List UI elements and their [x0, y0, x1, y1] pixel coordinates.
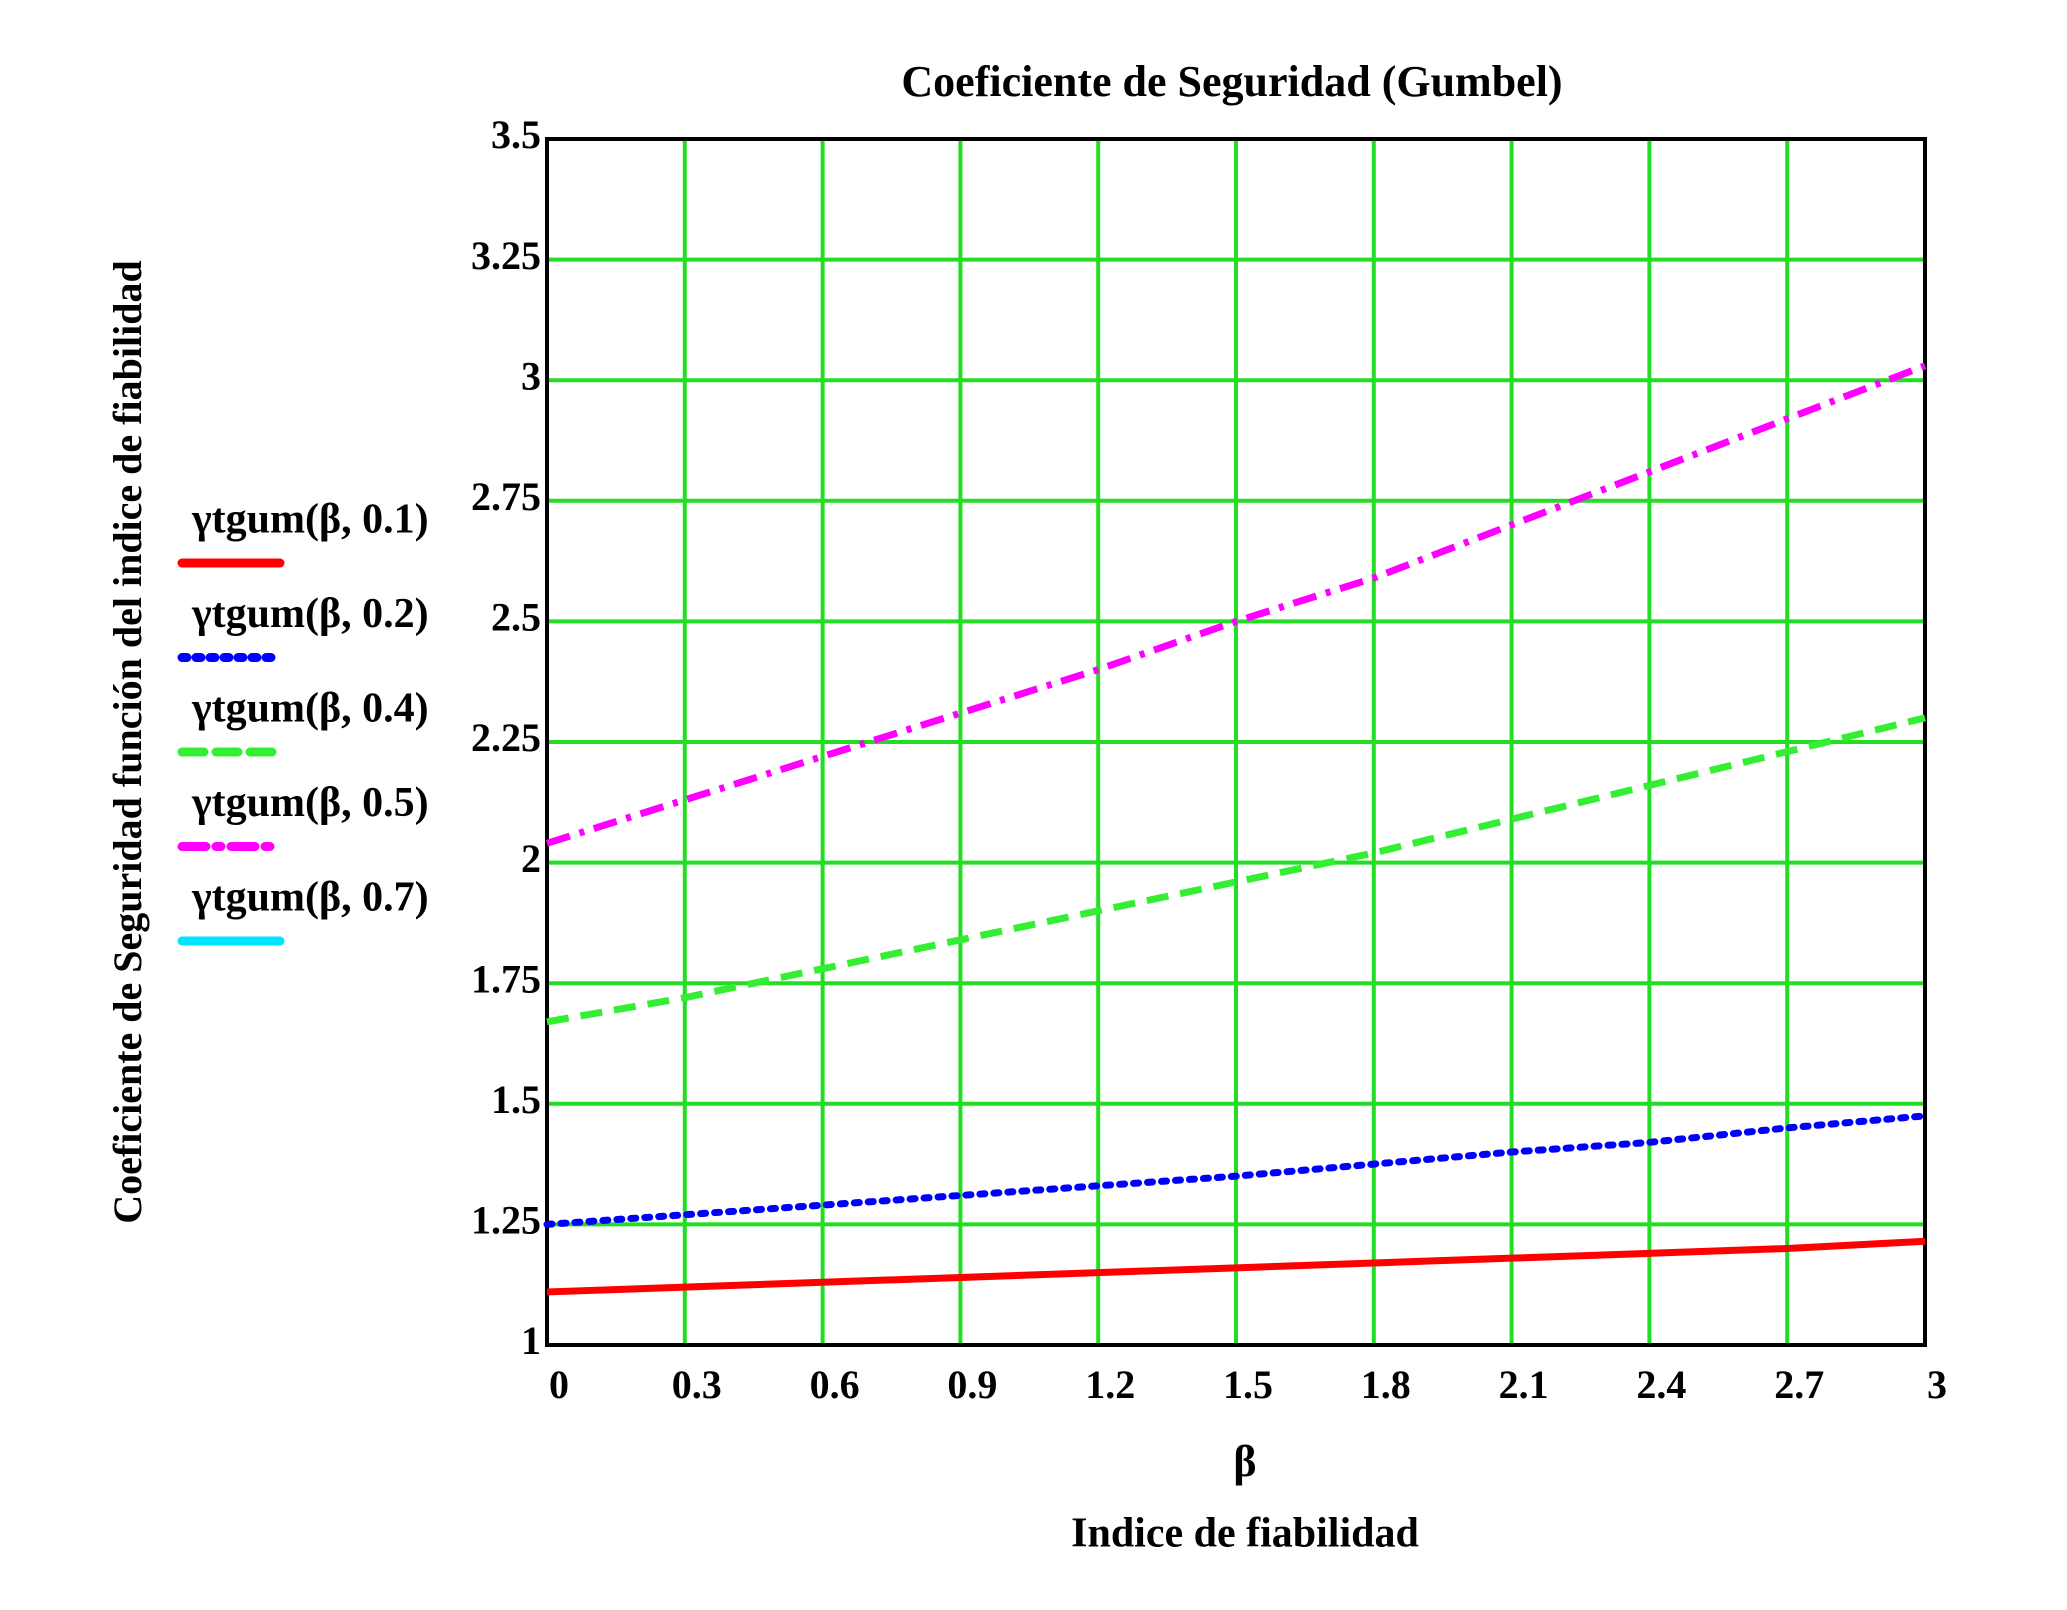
x-tick-label: 0.9 — [947, 1362, 997, 1407]
x-tick-label: 1.8 — [1361, 1362, 1411, 1407]
x-tick-label: 0.3 — [672, 1362, 722, 1407]
chart-title: Coeficiente de Seguridad (Gumbel) — [901, 57, 1562, 106]
y-tick-label: 2.25 — [471, 715, 541, 760]
x-tick-label: 2.1 — [1499, 1362, 1549, 1407]
y-tick-label: 1.25 — [471, 1198, 541, 1243]
x-tick-label: 2.7 — [1774, 1362, 1824, 1407]
y-tick-label: 3.25 — [471, 233, 541, 278]
legend-label: γtgum(β, 0.2) — [191, 591, 429, 637]
y-tick-label: 1.5 — [491, 1077, 541, 1122]
x-axis-caption: Indice de fiabilidad — [1071, 1511, 1419, 1557]
legend-label: γtgum(β, 0.5) — [191, 780, 429, 826]
x-tick-label: 0 — [549, 1362, 569, 1407]
y-tick-label: 3.5 — [491, 112, 541, 157]
x-tick-label: 2.4 — [1636, 1362, 1686, 1407]
series-line — [543, 1112, 1929, 1228]
x-tick-label: 0.6 — [810, 1362, 860, 1407]
y-axis-label: Coeficiente de Seguridad función del ind… — [105, 260, 150, 1223]
legend-label: γtgum(β, 0.1) — [191, 497, 429, 543]
y-tick-label: 1.75 — [471, 956, 541, 1001]
y-tick-label: 2.75 — [471, 474, 541, 519]
legend-label: γtgum(β, 0.7) — [191, 875, 429, 921]
x-tick-label: 1.5 — [1223, 1362, 1273, 1407]
plot-frame — [545, 137, 1927, 1347]
y-tick-label: 1 — [521, 1318, 541, 1363]
x-axis-label: β — [1233, 1437, 1256, 1486]
x-tick-label: 1.2 — [1085, 1362, 1135, 1407]
series-line — [545, 362, 1927, 847]
y-tick-label: 3 — [521, 353, 541, 398]
series-line — [546, 714, 1926, 1026]
legend-label: γtgum(β, 0.4) — [191, 686, 429, 732]
y-tick-label: 2.5 — [491, 595, 541, 640]
y-tick-label: 2 — [521, 836, 541, 881]
x-tick-label: 3 — [1927, 1362, 1947, 1407]
series-line — [546, 1237, 1926, 1296]
